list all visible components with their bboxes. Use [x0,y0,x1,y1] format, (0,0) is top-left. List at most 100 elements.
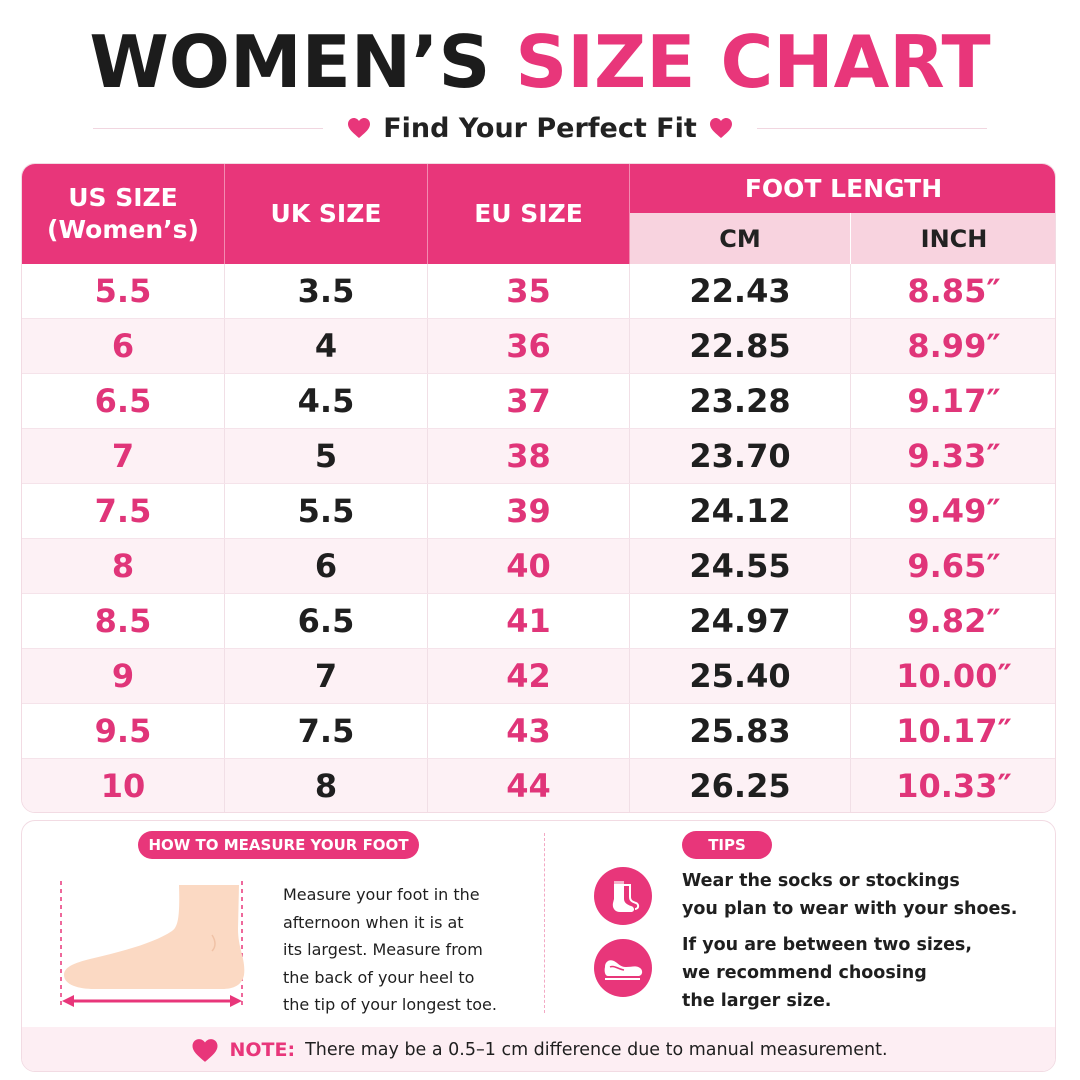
us-size-cell: 9 [22,649,225,703]
table-row: 7 5 38 23.70 9.33″ [22,429,1055,484]
measure-line: the back of your heel to [283,967,475,987]
cm-cell: 24.97 [630,594,851,648]
cm-cell: 23.70 [630,429,851,483]
heart-icon [192,1038,218,1062]
cm-cell: 24.55 [630,539,851,593]
us-size-cell: 9.5 [22,704,225,758]
measure-line: the tip of your longest toe. [283,995,497,1014]
uk-size-cell: 8 [225,759,428,812]
us-size-cell: 7 [22,429,225,483]
table-header: US SIZE (Women’s) UK SIZE EU SIZE FOOT L… [22,164,1055,264]
cm-cell: 26.25 [630,759,851,812]
tip-line: we recommend choosing [682,963,927,983]
inch-cell: 8.99″ [907,327,1001,365]
inch-cell: 9.82″ [907,602,1001,640]
header-uk-size: UK SIZE [225,164,427,264]
header-divider [427,164,428,264]
inch-cell: 9.49″ [907,492,1001,530]
inch-cell: 10.00″ [896,657,1012,695]
note-bar: NOTE: There may be a 0.5–1 cm difference… [22,1027,1055,1071]
tip-line: you plan to wear with your shoes. [682,899,1018,919]
subtitle-text: Find Your Perfect Fit [383,112,697,144]
inch-cell: 10.33″ [896,767,1012,805]
tip-line: If you are between two sizes, [682,935,972,955]
subtitle-row: Find Your Perfect Fit [0,110,1080,146]
inch-cell: 9.33″ [907,437,1001,475]
measure-line: afternoon when it is at [283,912,464,932]
size-table: US SIZE (Women’s) UK SIZE EU SIZE FOOT L… [21,163,1056,813]
us-size-cell: 8.5 [22,594,225,648]
us-size-cell: 7.5 [22,484,225,538]
table-row: 5.5 3.5 35 22.43 8.85″ [22,264,1055,319]
divider-right [756,127,987,129]
uk-size-cell: 5 [225,429,428,483]
table-row: 8 6 40 24.55 9.65″ [22,539,1055,594]
inch-cell: 10.17″ [896,712,1012,750]
eu-size-cell: 44 [428,759,630,812]
title-dark-part: WOMEN’S [89,20,491,104]
table-row: 6.5 4.5 37 23.28 9.17″ [22,374,1055,429]
table-row: 7.5 5.5 39 24.12 9.49″ [22,484,1055,539]
note-text: There may be a 0.5–1 cm difference due t… [305,1040,888,1060]
us-size-cell: 6.5 [22,374,225,428]
measure-instructions: Measure your foot in the afternoon when … [283,881,533,1019]
table-row: 9 7 42 25.40 10.00″ [22,649,1055,704]
eu-size-cell: 41 [428,594,630,648]
page-title: WOMEN’S SIZE CHART [0,14,1080,110]
cm-cell: 22.85 [630,319,851,373]
table-row: 10 8 44 26.25 10.33″ [22,759,1055,812]
socks-icon [594,867,652,925]
uk-size-cell: 5.5 [225,484,428,538]
measure-line: Measure your foot in the [283,885,480,904]
eu-size-cell: 43 [428,704,630,758]
uk-size-cell: 4 [225,319,428,373]
header-inch: INCH [851,213,1055,264]
us-size-cell: 8 [22,539,225,593]
eu-size-cell: 42 [428,649,630,703]
panel-divider [544,833,545,1013]
inch-cell: 8.85″ [907,272,1001,310]
divider-left [93,127,324,129]
uk-size-cell: 3.5 [225,264,428,318]
uk-size-cell: 4.5 [225,374,428,428]
cm-cell: 23.28 [630,374,851,428]
cm-cell: 22.43 [630,264,851,318]
tips-label: TIPS [682,831,772,859]
inch-cell: 9.17″ [907,382,1001,420]
inch-cell: 9.65″ [907,547,1001,585]
tip-between-sizes: If you are between two sizes, we recomme… [682,931,1042,1015]
eu-size-cell: 37 [428,374,630,428]
measure-line: its largest. Measure from [283,940,483,959]
cm-cell: 25.40 [630,649,851,703]
header-cm: CM [630,213,850,264]
heart-icon [348,118,371,138]
eu-size-cell: 40 [428,539,630,593]
foot-measure-icon [60,881,245,1009]
shoe-icon [594,939,652,997]
table-row: 9.5 7.5 43 25.83 10.17″ [22,704,1055,759]
header-us-size: US SIZE (Women’s) [22,164,224,264]
uk-size-cell: 7 [225,649,428,703]
heart-icon [709,118,732,138]
header-divider [629,164,630,264]
header-us-line1: US SIZE [68,183,178,212]
table-body: 5.5 3.5 35 22.43 8.85″ 6 4 36 22.85 8.99″ 6.5 4.5 37… [22,264,1055,812]
uk-size-cell: 6.5 [225,594,428,648]
tip-line: Wear the socks or stockings [682,871,960,891]
note-label: NOTE: [229,1039,296,1061]
info-panel: HOW TO MEASURE YOUR FOOT TIPS Measure yo… [21,820,1056,1072]
us-size-cell: 5.5 [22,264,225,318]
header-eu-size: EU SIZE [428,164,629,264]
eu-size-cell: 39 [428,484,630,538]
eu-size-cell: 35 [428,264,630,318]
header-foot-length: FOOT LENGTH [630,164,1055,213]
cm-cell: 25.83 [630,704,851,758]
title-pink-part: SIZE CHART [515,20,991,104]
measure-label: HOW TO MEASURE YOUR FOOT [138,831,419,859]
tip-line: the larger size. [682,991,832,1011]
table-row: 6 4 36 22.85 8.99″ [22,319,1055,374]
subtitle: Find Your Perfect Fit [347,113,733,144]
header-divider [224,164,225,264]
tip-socks: Wear the socks or stockings you plan to … [682,867,1042,923]
cm-cell: 24.12 [630,484,851,538]
